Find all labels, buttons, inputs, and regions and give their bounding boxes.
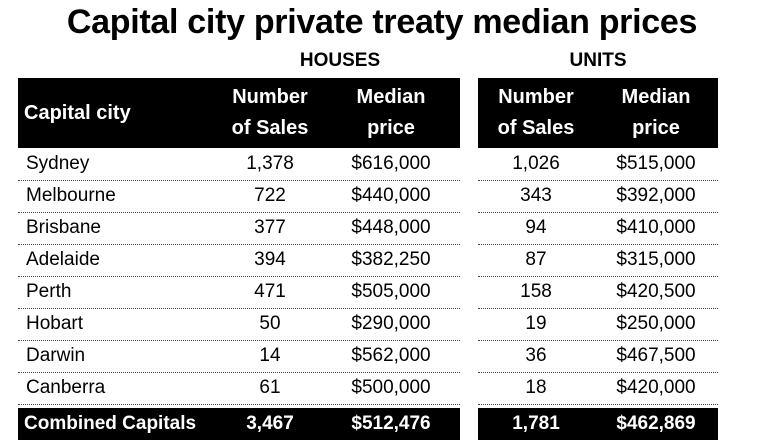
houses-price-cell: $505,000 (351, 281, 431, 302)
units-price-cell: $392,000 (616, 185, 696, 206)
total-houses-sales-cell: 3,467 (246, 413, 294, 434)
houses-sales-cell: 61 (259, 377, 281, 398)
header-houses-sales-line2: of Sales (231, 117, 309, 139)
table-row: Sydney 1,378 $616,000 (18, 148, 460, 181)
units-price-cell: $250,000 (616, 313, 696, 334)
header-units-price-line2: price (632, 117, 680, 139)
table-row: Adelaide 394 $382,250 (18, 244, 460, 277)
table-row: Melbourne 722 $440,000 (18, 180, 460, 213)
units-sales-cell: 18 (525, 377, 547, 398)
table-row: Brisbane 377 $448,000 (18, 212, 460, 245)
table-row-units: 36 $467,500 (478, 340, 718, 373)
units-price-cell: $410,000 (616, 217, 696, 238)
houses-group-header: HOUSES (299, 50, 381, 71)
houses-sales-cell: 377 (254, 217, 286, 238)
header-capital-city-label: Capital city (24, 101, 131, 124)
total-city-cell: Combined Capitals (24, 413, 197, 434)
table-row: Hobart 50 $290,000 (18, 308, 460, 341)
units-price-cell: $315,000 (616, 249, 696, 270)
houses-sales-cell: 1,378 (246, 153, 294, 174)
total-row-units: 1,781 $462,869 (478, 408, 718, 440)
total-units-price-cell: $462,869 (616, 413, 696, 434)
houses-sales-cell: 50 (259, 313, 281, 334)
houses-price-cell: $290,000 (351, 313, 431, 334)
header-units-sales-line1: Number (498, 86, 574, 108)
houses-price-cell: $448,000 (351, 217, 431, 238)
houses-sales-cell: 471 (254, 281, 286, 302)
table-row-units: 158 $420,500 (478, 276, 718, 309)
city-cell: Sydney (26, 153, 90, 174)
table-row: Darwin 14 $562,000 (18, 340, 460, 373)
city-cell: Darwin (26, 345, 86, 366)
city-cell: Melbourne (26, 185, 116, 206)
city-cell: Hobart (26, 313, 84, 334)
units-price-cell: $420,000 (616, 377, 696, 398)
table-title: Capital city private treaty median price… (66, 3, 698, 41)
header-houses-sales-line1: Number (232, 86, 308, 108)
houses-price-cell: $382,250 (351, 249, 431, 270)
units-sales-cell: 158 (520, 281, 552, 302)
table-row-units: 343 $392,000 (478, 180, 718, 213)
units-sales-cell: 36 (525, 345, 547, 366)
header-bar-units: Number of Sales Median price (478, 78, 718, 148)
table-row-units: 1,026 $515,000 (478, 148, 718, 181)
houses-sales-cell: 722 (254, 185, 286, 206)
houses-price-cell: $562,000 (351, 345, 431, 366)
houses-price-cell: $500,000 (351, 377, 431, 398)
table-row: Canberra 61 $500,000 (18, 372, 460, 405)
table-row-units: 87 $315,000 (478, 244, 718, 277)
houses-price-cell: $616,000 (351, 153, 431, 174)
city-cell: Canberra (26, 377, 106, 398)
units-price-cell: $420,500 (616, 281, 696, 302)
city-cell: Perth (26, 281, 72, 302)
city-cell: Adelaide (26, 249, 100, 270)
houses-sales-cell: 14 (259, 345, 281, 366)
total-row: Combined Capitals 3,467 $512,476 (18, 408, 460, 440)
units-sales-cell: 87 (525, 249, 547, 270)
total-units-sales-cell: 1,781 (512, 413, 560, 434)
table-row: Perth 471 $505,000 (18, 276, 460, 309)
units-price-cell: $515,000 (616, 153, 696, 174)
units-sales-cell: 1,026 (512, 153, 560, 174)
header-units-price: Median price (598, 78, 714, 148)
header-bar-houses: Capital city Number of Sales Median pric… (18, 78, 460, 148)
header-capital-city: Capital city (24, 78, 214, 148)
city-cell: Brisbane (26, 217, 101, 238)
houses-sales-cell: 394 (254, 249, 286, 270)
table-row-units: 94 $410,000 (478, 212, 718, 245)
total-houses-price-cell: $512,476 (351, 413, 431, 434)
header-houses-price-line1: Median (356, 86, 426, 108)
table-row-units: 19 $250,000 (478, 308, 718, 341)
units-sales-cell: 94 (525, 217, 547, 238)
header-units-sales-line2: of Sales (497, 117, 575, 139)
header-houses-price-line2: price (367, 117, 415, 139)
table-row-units: 18 $420,000 (478, 372, 718, 405)
header-units-sales: Number of Sales (478, 78, 594, 148)
units-price-cell: $467,500 (616, 345, 696, 366)
units-sales-cell: 343 (520, 185, 552, 206)
units-sales-cell: 19 (525, 313, 547, 334)
header-units-price-line1: Median (621, 86, 691, 108)
header-houses-sales: Number of Sales (212, 78, 328, 148)
units-group-header: UNITS (569, 50, 627, 71)
header-houses-price: Median price (336, 78, 446, 148)
houses-price-cell: $440,000 (351, 185, 431, 206)
